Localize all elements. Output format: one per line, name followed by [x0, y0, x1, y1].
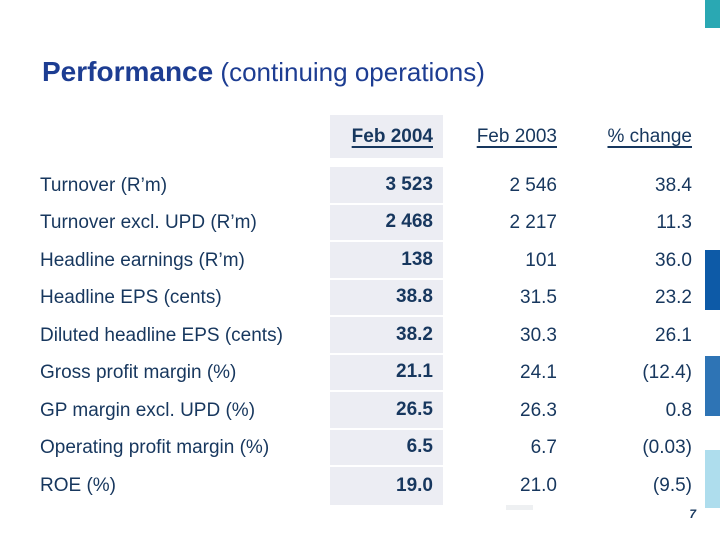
cell-percent-change: 26.1: [655, 324, 692, 346]
cell-feb-2003: 21.0: [520, 474, 557, 496]
table-row: Headline earnings (R’m) 138 101 36.0: [40, 242, 692, 280]
cell-feb-2004: 3 523: [330, 167, 443, 205]
row-label: Operating profit margin (%): [40, 437, 270, 459]
cell-feb-2004: 38.2: [330, 317, 443, 355]
table-row: Diluted headline EPS (cents) 38.2 30.3 2…: [40, 317, 692, 355]
row-label: Diluted headline EPS (cents): [40, 324, 283, 346]
header-spacer: [40, 115, 330, 158]
title-suffix: (continuing operations): [213, 57, 485, 87]
table-row: Turnover (R’m) 3 523 2 546 38.4: [40, 167, 692, 205]
cell-percent-change: 11.3: [656, 212, 692, 234]
cell-percent-change: 23.2: [655, 287, 692, 309]
page-number: 7: [689, 507, 696, 521]
cell-percent-change: 36.0: [655, 249, 692, 271]
cell-percent-change: (9.5): [652, 474, 692, 496]
column-header-percent-change-label: % change: [607, 125, 692, 147]
cell-feb-2004: 138: [330, 242, 443, 280]
cell-feb-2003: 2 217: [509, 212, 557, 234]
cell-feb-2004: 19.0: [330, 467, 443, 505]
table-row: GP margin excl. UPD (%) 26.5 26.3 0.8: [40, 392, 692, 430]
row-label: ROE (%): [40, 474, 116, 496]
table-row: Gross profit margin (%) 21.1 24.1 (12.4): [40, 354, 692, 392]
cell-percent-change: (0.03): [642, 437, 692, 459]
table-row: Turnover excl. UPD (R’m) 2 468 2 217 11.…: [40, 204, 692, 242]
cell-feb-2003: 26.3: [520, 399, 557, 421]
cell-feb-2004: 6.5: [330, 429, 443, 467]
table-row: Operating profit margin (%) 6.5 6.7 (0.0…: [40, 429, 692, 467]
table-row: ROE (%) 19.0 21.0 (9.5): [40, 467, 692, 505]
row-label: Gross profit margin (%): [40, 362, 237, 384]
title-main: Performance: [42, 56, 214, 87]
accent-bar-light-blue: [705, 450, 720, 508]
column-header-feb-2004: Feb 2004: [330, 115, 443, 158]
cell-feb-2003: 31.5: [520, 287, 557, 309]
corner-accent-square: [705, 0, 720, 28]
cell-feb-2003: 2 546: [509, 174, 557, 196]
cell-feb-2004: 2 468: [330, 204, 443, 242]
artifact-smudge: [506, 505, 533, 510]
row-label: Headline EPS (cents): [40, 287, 222, 309]
accent-bar-medium-blue: [705, 356, 720, 416]
cell-feb-2004: 26.5: [330, 392, 443, 430]
column-header-percent-change: % change: [565, 115, 692, 158]
table-body: Turnover (R’m) 3 523 2 546 38.4 Turnover…: [40, 167, 692, 505]
page-title: Performance (continuing operations): [42, 56, 485, 88]
column-header-feb-2003-label: Feb 2003: [476, 125, 557, 147]
column-header-feb-2003: Feb 2003: [443, 115, 565, 158]
row-label: GP margin excl. UPD (%): [40, 399, 256, 421]
cell-percent-change: (12.4): [642, 362, 692, 384]
row-label: Headline earnings (R’m): [40, 249, 245, 271]
cell-percent-change: 38.4: [655, 174, 692, 196]
row-label: Turnover (R’m): [40, 174, 168, 196]
performance-table: Feb 2004 Feb 2003 % change Turnover (R’m…: [40, 115, 692, 505]
table-row: Headline EPS (cents) 38.8 31.5 23.2: [40, 279, 692, 317]
cell-feb-2003: 30.3: [520, 324, 557, 346]
cell-feb-2003: 101: [525, 249, 557, 271]
row-label: Turnover excl. UPD (R’m): [40, 212, 257, 234]
cell-feb-2003: 24.1: [520, 362, 557, 384]
cell-feb-2004: 21.1: [330, 354, 443, 392]
cell-feb-2004: 38.8: [330, 279, 443, 317]
cell-feb-2003: 6.7: [530, 437, 557, 459]
accent-bar-dark-blue: [705, 250, 720, 310]
column-header-feb-2004-label: Feb 2004: [351, 125, 433, 147]
table-header-row: Feb 2004 Feb 2003 % change: [40, 115, 692, 158]
cell-percent-change: 0.8: [665, 399, 692, 421]
